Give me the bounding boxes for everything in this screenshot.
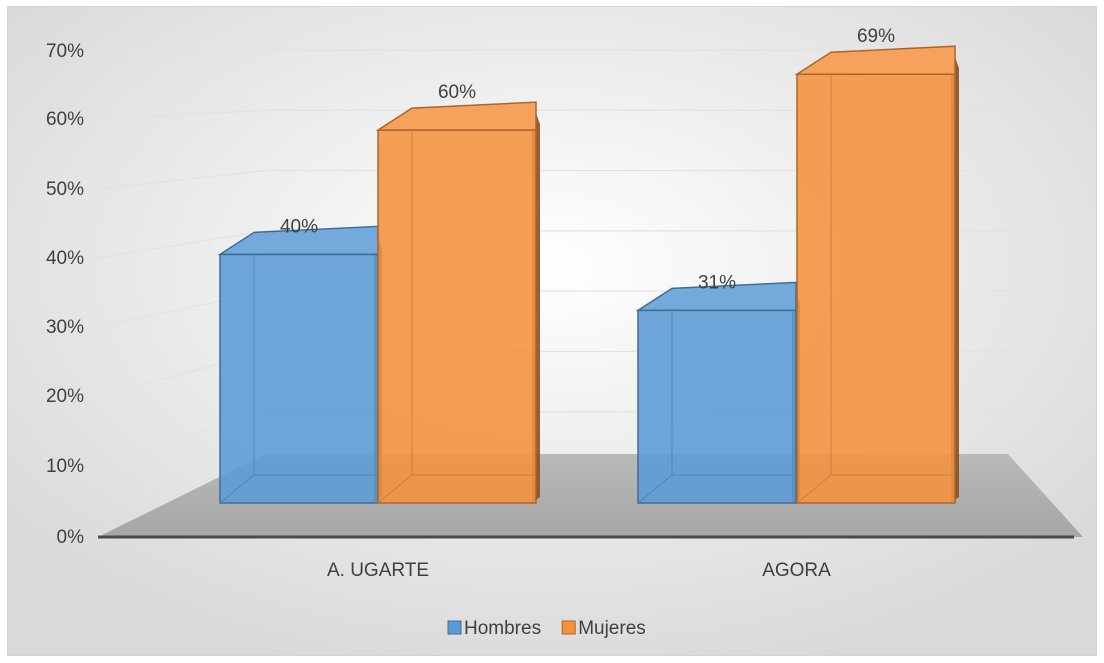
x-category-label: A. UGARTE [327,560,429,581]
y-tick-label: 30% [46,317,84,338]
chart-frame: 0% 10% 20% 30% 40% 50% 60% 70% 40% 60% 31% 69% A. … [7,6,1097,656]
bar-mujeres-0 [377,129,537,504]
legend-label-hombres: Hombres [464,618,541,639]
y-tick-label: 60% [46,109,84,130]
legend-swatch-mujeres [561,620,576,635]
bar-depth-edge [637,474,673,504]
data-label: 31% [698,272,736,293]
y-tick-label: 10% [46,456,84,477]
gridline-diagonal [97,169,267,190]
data-label: 40% [280,216,318,237]
bar-depth-edge [377,474,413,504]
y-axis: 0% 10% 20% 30% 40% 50% 60% 70% [46,41,84,548]
gridline-diagonal [97,49,267,52]
x-axis: A. UGARTE AGORA [327,560,831,581]
bars: 40% 60% 31% 69% [217,26,959,504]
bar-depth-edge [219,474,255,504]
legend-label-mujeres: Mujeres [578,618,646,639]
bar-hombres-1 [637,309,797,504]
legend-swatch-hombres [447,620,462,635]
gridline-diagonal [97,230,267,259]
bar-hombres-0 [219,253,379,504]
bar-depth-edge [796,474,832,504]
legend: Hombres Mujeres [447,618,646,639]
x-category-label: AGORA [762,560,831,581]
bar-chart: 0% 10% 20% 30% 40% 50% 60% 70% 40% 60% 31% 69% A. … [8,7,1096,655]
y-tick-label: 50% [46,179,84,200]
data-label: 60% [438,82,476,103]
bar-mujeres-1 [796,73,956,504]
data-label: 69% [857,26,895,47]
gridline-diagonal [97,109,267,120]
y-tick-label: 20% [46,386,84,407]
y-tick-label: 0% [57,527,85,548]
y-tick-label: 70% [46,41,84,62]
y-tick-label: 40% [46,248,84,269]
